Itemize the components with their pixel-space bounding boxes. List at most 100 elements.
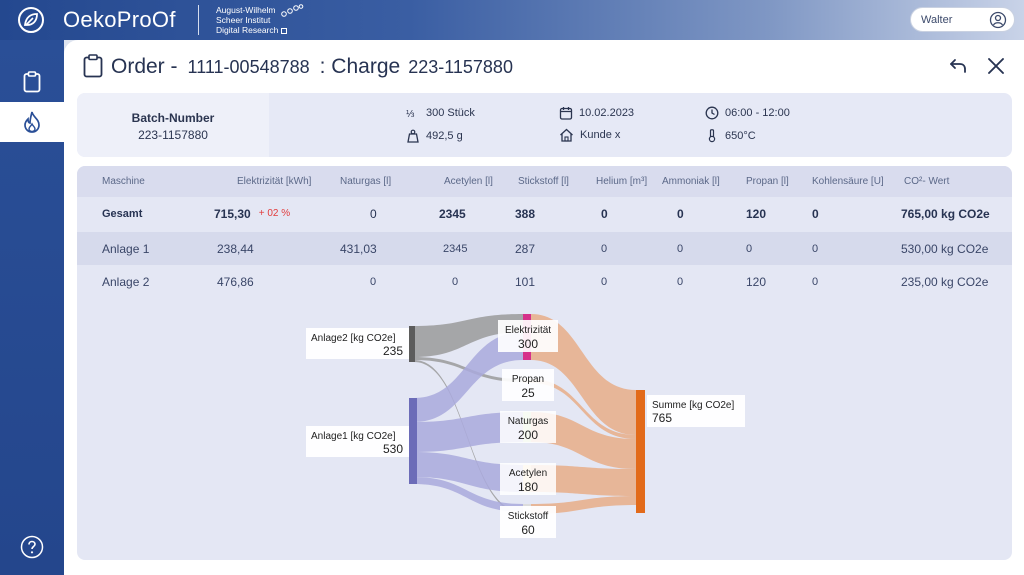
clipboard-icon [83, 54, 103, 78]
time-range: 06:00 - 12:00 [705, 106, 790, 120]
row-nitrogen: 101 [515, 274, 536, 289]
row-ammonia: 0 [677, 206, 684, 221]
row-propane: 0 [746, 242, 753, 255]
row-helium: 0 [601, 206, 608, 221]
label-naturgas: Naturgas 200 [500, 411, 556, 443]
header-acetylene: Acetylen [l] [444, 176, 493, 187]
flow-anlage1-elektrizitaet [414, 332, 523, 422]
header-nitrogen: Stickstoff [l] [518, 176, 569, 187]
institute-dots-icon [281, 4, 304, 17]
row-co2-value: 530,00 kg CO2e [901, 241, 989, 256]
label-stickstoff-name: Stickstoff [508, 511, 549, 522]
label-propan-name: Propan [512, 374, 544, 385]
label-propan: Propan 25 [502, 369, 554, 401]
temperature: 650°C [705, 128, 756, 143]
row-nitrogen: 287 [515, 241, 536, 256]
header-ammonia: Ammoniak [l] [662, 176, 720, 187]
label-summe-value: 765 [652, 411, 672, 425]
page-title: Order - 1111-00548788 : Charge 223-1157880 [111, 55, 513, 79]
row-propane: 120 [746, 206, 767, 221]
main-panel: Order -1111-00548788: Charge 223-1157880 … [64, 40, 1024, 575]
row-helium: 0 [601, 275, 608, 288]
charge-label: : Charge [319, 55, 401, 78]
help-icon[interactable] [20, 535, 44, 559]
flow-anlage1-stickstoff [414, 477, 523, 512]
row-acetylene: 2345 [439, 206, 466, 221]
node-summe[interactable] [636, 390, 645, 513]
node-anlage2[interactable] [409, 326, 415, 362]
header-natural-gas: Naturgas [l] [340, 176, 392, 187]
row-helium: 0 [601, 242, 608, 255]
batch-number-value: 223-1157880 [138, 128, 208, 142]
label-acetylen-name: Acetylen [509, 468, 547, 479]
table-row[interactable]: Gesamt 715,30 + 02 % 0 2345 388 0 0 120 0… [77, 197, 1012, 230]
sidebar-item-orders[interactable] [0, 62, 64, 102]
header-carbon-dioxide: Kohlensäure [U] [812, 176, 884, 187]
flow-anlage2-elektrizitaet [414, 314, 523, 357]
app-name: OekoProOf [63, 7, 176, 32]
row-machine: Anlage 2 [102, 274, 150, 289]
sankey-diagram: Anlage2 [kg CO2e] 235 Anlage1 [kg CO2e] … [306, 314, 745, 538]
row-carbon-dioxide: 0 [812, 242, 819, 255]
label-elektrizitaet-name: Elektrizität [505, 325, 551, 336]
header-electricity: Elektrizität [kWh] [237, 176, 312, 187]
label-anlage2-name: Anlage2 [kg CO2e] [311, 333, 396, 344]
row-natural-gas: 0 [370, 275, 377, 288]
label-anlage1: Anlage1 [kg CO2e] 530 [306, 426, 409, 457]
batch-info: Batch-Number 223-1157880 ⅓ 300 Stück 492… [77, 93, 1012, 157]
institute-logo: August-Wilhelm Scheer Institut Digital R… [216, 5, 288, 35]
institute-line-3: Digital Research [216, 25, 288, 35]
customer: Kunde x [559, 128, 620, 142]
institute-line-1: August-Wilhelm [216, 5, 276, 15]
header-propane: Propan [l] [746, 176, 789, 187]
label-stickstoff-value: 60 [521, 523, 535, 537]
clipboard-icon [23, 71, 41, 93]
brand-divider [198, 5, 199, 35]
institute-line-2: Scheer Institut [216, 15, 271, 25]
row-co2-value: 235,00 kg CO2e [901, 274, 989, 289]
flow-acetylen-summe [531, 465, 636, 496]
header-machine: Maschine [102, 176, 145, 187]
row-electricity: 476,86 [217, 274, 254, 289]
label-elektrizitaet: Elektrizität 300 [498, 320, 558, 352]
count-icon: ⅓ [406, 109, 415, 119]
row-electricity: 238,44 [217, 241, 254, 256]
row-co2-value: 765,00 kg CO2e [901, 206, 990, 221]
back-arrow-icon[interactable] [948, 56, 968, 76]
node-anlage1[interactable] [409, 398, 417, 484]
order-label: Order - [111, 55, 178, 78]
charge-number: 223-1157880 [408, 57, 513, 77]
leaf-circle-icon[interactable] [17, 6, 45, 34]
row-nitrogen: 388 [515, 206, 536, 221]
row-ammonia: 0 [677, 275, 684, 288]
order-number: 1111-00548788 [187, 57, 310, 77]
row-natural-gas: 0 [370, 206, 377, 221]
row-carbon-dioxide: 0 [812, 275, 819, 288]
sidebar-item-emissions[interactable] [0, 102, 64, 142]
header-co2-value: CO²- Wert [904, 176, 950, 187]
label-elektrizitaet-value: 300 [518, 337, 538, 351]
flow-naturgas-summe [531, 412, 636, 469]
user-name: Walter [921, 14, 953, 26]
table-row[interactable]: Anlage 1 238,44 431,03 2345 287 0 0 0 0 … [77, 232, 1012, 265]
label-summe: Summe [kg CO2e] 765 [647, 395, 745, 427]
close-icon[interactable] [986, 56, 1006, 76]
label-stickstoff: Stickstoff 60 [500, 506, 556, 538]
weight: 492,5 g [406, 129, 463, 143]
header-helium: Helium [m³] [596, 176, 648, 187]
clock-icon [705, 106, 719, 120]
flow-anlage1-naturgas [414, 412, 523, 452]
date: 10.02.2023 [559, 106, 634, 120]
row-carbon-dioxide: 0 [812, 206, 819, 221]
user-menu-button[interactable]: Walter [910, 7, 1015, 32]
table-header: Maschine Elektrizität [kWh] Naturgas [l]… [77, 166, 1012, 197]
label-anlage1-value: 530 [383, 442, 403, 456]
calendar-icon [559, 107, 573, 120]
flow-stickstoff-summe [531, 496, 636, 514]
batch-number-box: Batch-Number 223-1157880 [77, 93, 269, 157]
label-anlage1-name: Anlage1 [kg CO2e] [311, 431, 396, 442]
table-row[interactable]: Anlage 2 476,86 0 0 101 0 0 120 0 235,00… [77, 265, 1012, 298]
label-anlage2-value: 235 [383, 344, 403, 358]
label-naturgas-value: 200 [518, 428, 538, 442]
flow-anlage1-acetylen [414, 452, 523, 492]
